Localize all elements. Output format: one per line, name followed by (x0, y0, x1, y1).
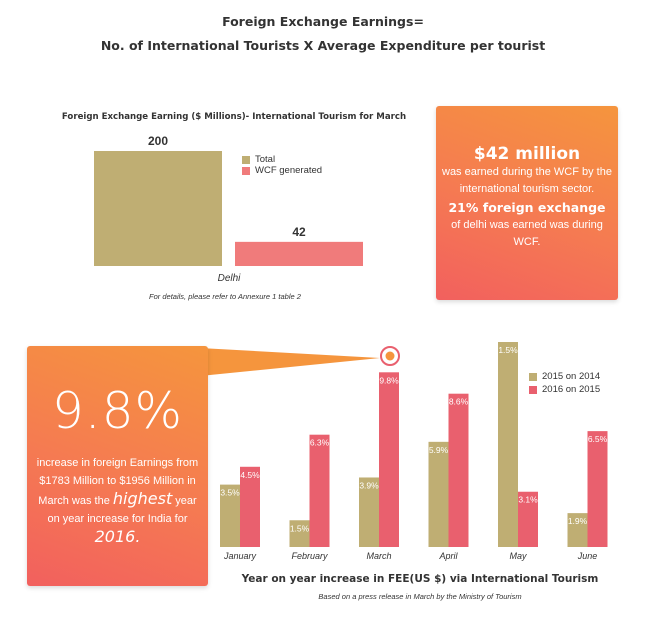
callout2-line1: increase in foreign Earnings from $1783 … (36, 457, 199, 507)
callout2-percentage: 9.8% (51, 382, 184, 440)
callout2-pointer (200, 348, 380, 376)
x-tick-june: June (577, 551, 598, 561)
callout2-highlight: highest (112, 489, 173, 508)
bar-april-2015 (428, 441, 449, 547)
bar-june-2016 (587, 431, 608, 547)
tourism-logo-icon-core (385, 351, 395, 361)
bar-june-2015 (567, 513, 588, 547)
chart2-title: Year on year increase in FEE(US $) via I… (241, 573, 599, 585)
callout1-highlight: 21% foreign exchange (448, 200, 606, 215)
data-label-may-1: 3.1% (518, 495, 538, 505)
bar-total (94, 151, 222, 266)
legend-label-wcf: WCF generated (255, 165, 323, 176)
chart1-title: Foreign Exchange Earning ($ Millions)- I… (61, 112, 407, 122)
legend-label-2015: 2015 on 2014 (542, 371, 601, 382)
chart2-legend-2015: 2015 on 2014 (529, 371, 600, 382)
chart2-source: Based on a press release in March by the… (318, 592, 522, 601)
callout1-line2: of delhi was earned was during WCF. (451, 219, 603, 248)
x-tick-january: January (223, 551, 257, 561)
data-label-april-1: 8.6% (449, 397, 469, 407)
legend-swatch-total (242, 155, 250, 164)
callout1-headline: $42 million (473, 144, 581, 164)
callout-highest-increase: 9.8% increase in foreign Earnings from $… (27, 346, 208, 586)
chart1-plot: 200 42 Delhi (94, 134, 363, 284)
data-label-february-1: 6.3% (310, 438, 330, 448)
callout2-year: 2016. (94, 527, 141, 546)
chart1-legend-total: Total (242, 154, 275, 165)
callout2-line2: year on year increase for India for (47, 495, 197, 525)
bar-may-2016 (518, 491, 538, 547)
x-tick-april: April (438, 551, 458, 561)
legend-swatch-2015 (529, 372, 537, 381)
data-label-march-0: 3.9% (359, 480, 379, 490)
bar-january-2015 (220, 484, 240, 547)
legend-swatch-wcf (242, 166, 250, 175)
x-tick-may: May (509, 551, 527, 561)
legend-label-2016: 2016 on 2015 (542, 384, 601, 395)
bar-april-2016 (448, 393, 469, 547)
page-title-line2: No. of International Tourists X Average … (100, 38, 546, 53)
data-label-january-0: 3.5% (220, 488, 240, 498)
bar-march-2015 (359, 477, 379, 547)
callout2-text: increase in foreign Earnings from $1783 … (27, 454, 208, 548)
bar-march-2016 (379, 372, 399, 547)
data-label-january-1: 4.5% (240, 470, 260, 480)
x-tick-delhi: Delhi (218, 273, 242, 284)
data-label-march-1: 9.8% (379, 375, 399, 385)
data-label-may-0: 1.5% (498, 345, 518, 355)
data-label-0: 200 (148, 134, 168, 148)
chart1-legend-wcf: WCF generated (242, 165, 322, 176)
callout1-line1: was earned during the WCF by the interna… (442, 166, 612, 195)
page-title-line1: Foreign Exchange Earnings= (222, 14, 424, 29)
data-label-february-0: 1.5% (290, 523, 310, 533)
bar-february-2015 (289, 520, 310, 547)
bar-wcf-generated (235, 241, 363, 266)
x-tick-march: March (366, 551, 391, 561)
bar-february-2016 (309, 434, 330, 547)
data-label-april-0: 5.9% (429, 445, 449, 455)
data-label-june-0: 1.9% (568, 516, 588, 526)
x-tick-february: February (291, 551, 328, 561)
chart2-legend-2016: 2016 on 2015 (529, 384, 600, 395)
bar-january-2016 (240, 466, 260, 547)
legend-swatch-2016 (529, 385, 537, 394)
data-label-june-1: 6.5% (588, 434, 608, 444)
bar-may-2015 (498, 342, 518, 547)
callout-wcf-earnings: $42 million was earned during the WCF by… (436, 106, 618, 300)
legend-label-total: Total (255, 154, 276, 165)
chart2-plot: 3.5%4.5% January 1.5% 6.3% February 3.9% 9.8% M… (220, 342, 608, 561)
data-label-1: 42 (292, 225, 306, 239)
chart1-note: For details, please refer to Annexure 1 … (149, 292, 301, 301)
